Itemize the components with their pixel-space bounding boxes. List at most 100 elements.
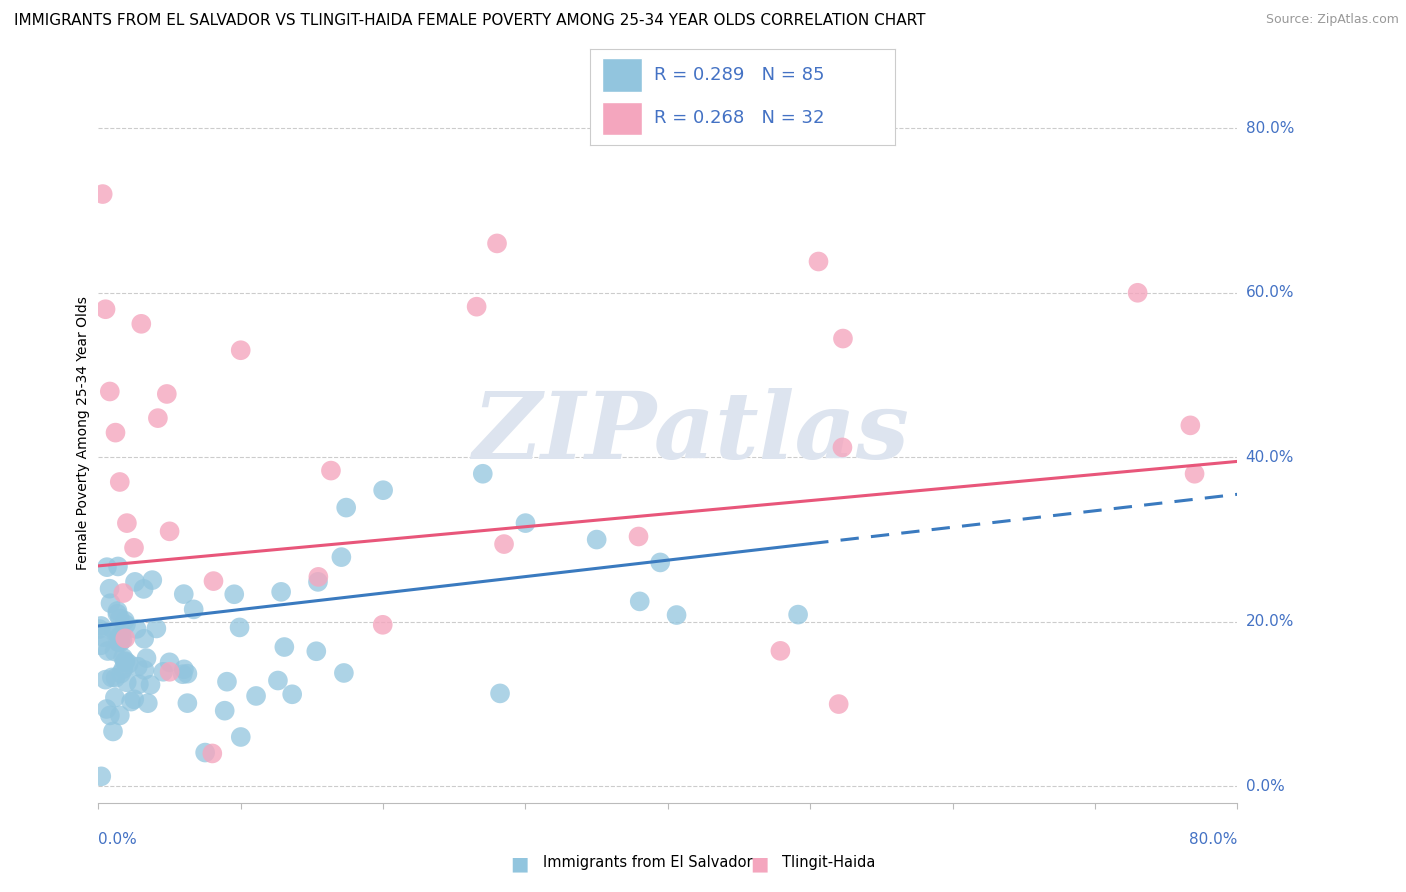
Point: [173, 587, 195, 601]
Text: ■: ■: [510, 855, 529, 873]
FancyBboxPatch shape: [602, 102, 641, 136]
Point: [135, 651, 157, 665]
Point: [270, 585, 292, 599]
Point: [108, 708, 131, 723]
Point: [489, 686, 512, 700]
Point: [124, 574, 146, 589]
Point: [122, 692, 145, 706]
Point: [831, 441, 853, 455]
Point: [585, 533, 607, 547]
Point: [94, 302, 117, 317]
Point: [114, 655, 136, 669]
Point: [281, 687, 304, 701]
Text: Source: ZipAtlas.com: Source: ZipAtlas.com: [1265, 13, 1399, 27]
Point: [1180, 418, 1202, 433]
Point: [832, 332, 855, 346]
FancyBboxPatch shape: [602, 58, 641, 92]
Point: [101, 724, 124, 739]
Point: [107, 604, 129, 618]
Point: [118, 657, 141, 671]
Point: [807, 254, 830, 268]
Point: [787, 607, 810, 622]
Point: [136, 696, 159, 710]
Point: [105, 607, 128, 621]
Point: [111, 632, 134, 647]
Point: [107, 559, 129, 574]
Point: [134, 632, 156, 646]
Point: [194, 746, 217, 760]
Point: [172, 667, 194, 681]
Text: 0.0%: 0.0%: [98, 832, 138, 847]
Point: [104, 690, 127, 705]
Point: [120, 695, 142, 709]
Point: [665, 607, 688, 622]
Point: [215, 674, 238, 689]
Point: [465, 300, 488, 314]
Point: [515, 516, 537, 530]
Point: [114, 632, 136, 646]
Point: [134, 663, 156, 677]
Point: [159, 524, 181, 539]
Text: 40.0%: 40.0%: [1246, 450, 1294, 465]
Point: [112, 662, 135, 676]
Point: [115, 516, 138, 530]
Point: [156, 387, 179, 401]
Point: [132, 582, 155, 596]
Point: [103, 624, 125, 639]
Point: [122, 541, 145, 555]
Point: [101, 670, 124, 684]
Point: [108, 611, 131, 625]
Point: [96, 702, 118, 716]
Point: [114, 614, 136, 628]
Point: [146, 411, 169, 425]
Point: [333, 665, 356, 680]
Text: R = 0.289   N = 85: R = 0.289 N = 85: [654, 66, 824, 84]
Point: [335, 500, 357, 515]
Point: [108, 475, 131, 489]
Point: [127, 659, 149, 673]
Point: [267, 673, 290, 688]
Point: [176, 666, 198, 681]
Text: 60.0%: 60.0%: [1246, 285, 1294, 301]
Point: [110, 635, 132, 649]
Point: [229, 343, 252, 358]
Point: [98, 384, 121, 399]
Point: [159, 656, 181, 670]
Point: [159, 665, 181, 679]
Point: [152, 665, 174, 679]
Point: [110, 666, 132, 681]
Text: 80.0%: 80.0%: [1189, 832, 1237, 847]
Point: [201, 747, 224, 761]
Point: [112, 650, 135, 665]
Point: [1184, 467, 1206, 481]
Point: [94, 673, 117, 687]
Text: 80.0%: 80.0%: [1246, 120, 1294, 136]
Point: [471, 467, 494, 481]
Point: [305, 644, 328, 658]
Point: [769, 644, 792, 658]
Point: [90, 619, 112, 633]
Text: ■: ■: [749, 855, 768, 873]
Point: [1126, 285, 1149, 300]
Point: [112, 586, 135, 600]
Point: [628, 594, 651, 608]
Text: 0.0%: 0.0%: [1246, 779, 1284, 794]
Point: [229, 730, 252, 744]
Point: [139, 678, 162, 692]
Point: [492, 537, 515, 551]
Point: [627, 529, 650, 543]
Point: [273, 640, 295, 654]
Point: [319, 464, 342, 478]
Point: [104, 624, 127, 639]
Point: [183, 602, 205, 616]
Point: [107, 635, 129, 649]
Point: [828, 697, 851, 711]
Text: ZIPatlas: ZIPatlas: [472, 388, 910, 477]
Text: Tlingit-Haida: Tlingit-Haida: [782, 855, 875, 870]
Point: [97, 644, 120, 658]
Point: [98, 582, 121, 596]
Point: [108, 630, 131, 644]
Point: [90, 638, 112, 652]
Point: [373, 483, 395, 498]
Point: [91, 187, 114, 202]
